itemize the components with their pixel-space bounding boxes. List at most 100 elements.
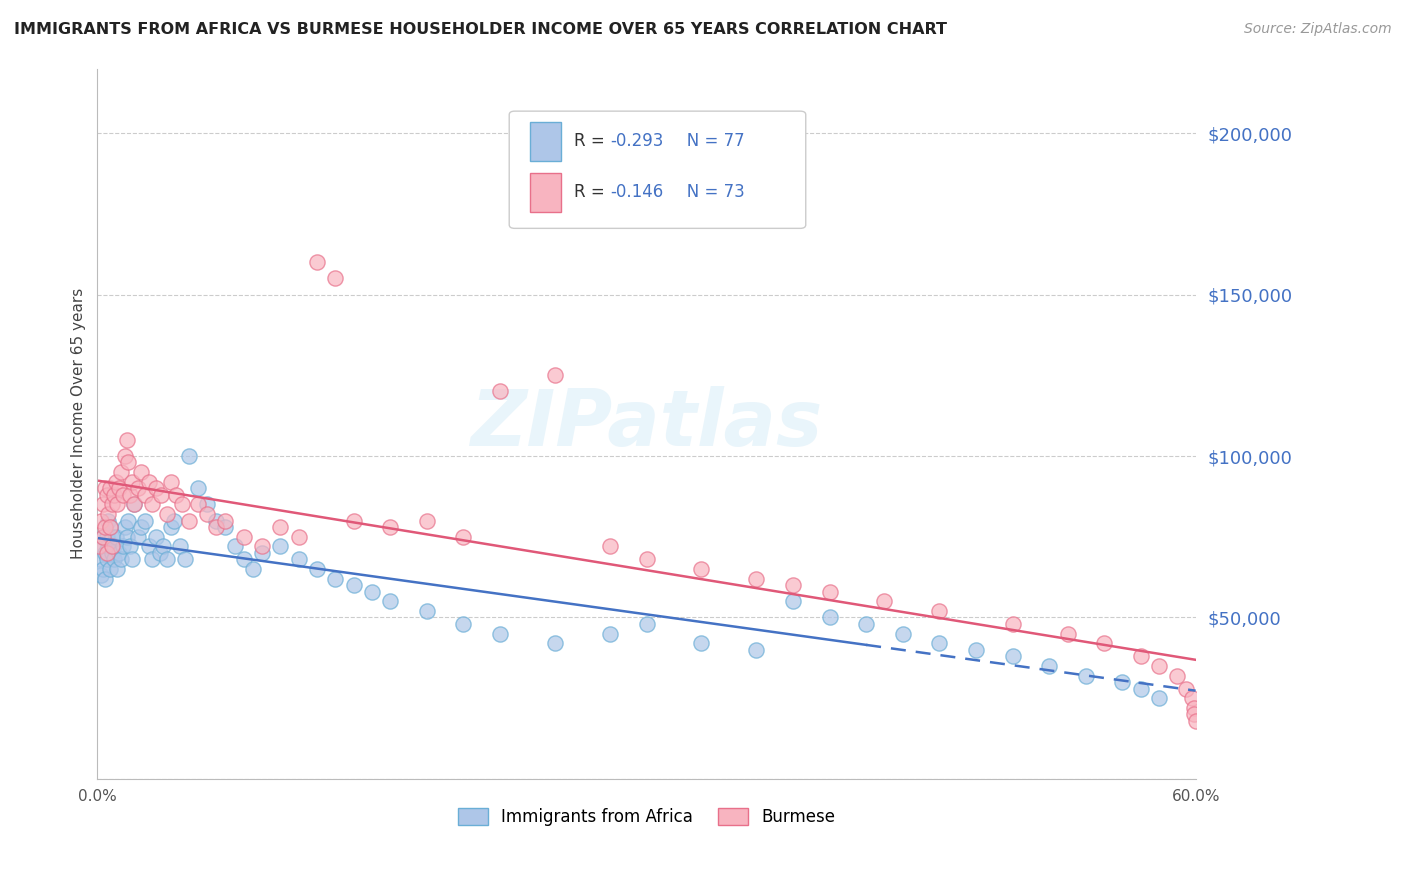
Text: ZIPatlas: ZIPatlas [471,385,823,462]
Point [97,514,120,528]
Point [115,530,138,544]
Point [127,530,149,544]
Point [107,562,129,576]
Point [250,546,273,560]
Point [544,368,567,383]
Point [96,552,118,566]
Point [873,594,896,608]
Point [187,481,209,495]
Point [1001,649,1024,664]
Point [177,449,200,463]
Point [205,514,228,528]
Point [544,636,567,650]
Point [101,498,124,512]
Point [174,552,197,566]
Text: R =: R = [574,132,610,151]
Point [97,507,120,521]
Point [101,530,124,544]
Point [1147,659,1170,673]
Point [1181,691,1204,706]
FancyBboxPatch shape [530,122,561,161]
Point [89,552,111,566]
Point [98,520,121,534]
Point [104,530,127,544]
Point [103,488,125,502]
Point [453,616,475,631]
Point [117,455,139,469]
Point [1166,668,1188,682]
Point [150,488,173,502]
Point [416,514,439,528]
Point [782,594,804,608]
Text: IMMIGRANTS FROM AFRICA VS BURMESE HOUSEHOLDER INCOME OVER 65 YEARS CORRELATION C: IMMIGRANTS FROM AFRICA VS BURMESE HOUSEH… [14,22,948,37]
Point [111,488,134,502]
Point [114,449,136,463]
Y-axis label: Householder Income Over 65 years: Householder Income Over 65 years [72,288,86,559]
Point [380,594,402,608]
Point [93,546,115,560]
Point [745,572,768,586]
Point [214,514,236,528]
Point [91,498,114,512]
Point [1129,649,1152,664]
Point [269,520,291,534]
Point [97,540,120,554]
Point [141,498,163,512]
Point [90,568,112,582]
Point [141,552,163,566]
Point [380,520,402,534]
Point [138,475,160,489]
Point [96,488,118,502]
Point [636,552,658,566]
Point [782,578,804,592]
Point [214,520,236,534]
Point [98,520,121,534]
Point [127,481,149,495]
Text: Source: ZipAtlas.com: Source: ZipAtlas.com [1244,22,1392,37]
Point [636,616,658,631]
Point [107,498,129,512]
Point [111,540,134,554]
Point [343,578,366,592]
Point [177,514,200,528]
Point [156,507,179,521]
Point [91,530,114,544]
Point [98,562,121,576]
Point [159,475,181,489]
Point [163,514,186,528]
Point [323,572,346,586]
Point [120,488,142,502]
Point [690,562,713,576]
Point [91,530,114,544]
Point [745,642,768,657]
Point [1184,714,1206,728]
Point [1147,691,1170,706]
Point [91,562,114,576]
Point [134,488,156,502]
Point [108,481,131,495]
Point [818,610,841,624]
Point [1182,707,1205,722]
Point [1074,668,1097,682]
Point [928,636,950,650]
Point [928,604,950,618]
Point [361,584,384,599]
Point [287,552,309,566]
Point [489,384,512,399]
Point [115,433,138,447]
Point [110,465,132,479]
Text: R =: R = [574,184,610,202]
Point [121,552,143,566]
Point [232,530,254,544]
Point [891,626,914,640]
FancyBboxPatch shape [509,112,806,228]
FancyBboxPatch shape [530,173,561,212]
Point [90,540,112,554]
Point [599,626,621,640]
Point [152,540,174,554]
Point [170,498,193,512]
Point [117,514,139,528]
Point [323,271,346,285]
Point [232,552,254,566]
Point [96,530,118,544]
